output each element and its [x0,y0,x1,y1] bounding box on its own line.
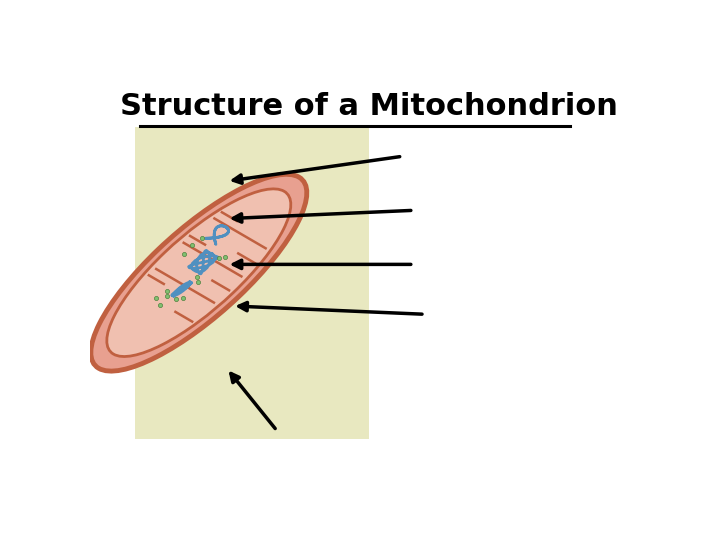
Ellipse shape [107,189,291,356]
Ellipse shape [91,174,307,371]
FancyBboxPatch shape [135,127,369,439]
Text: Structure of a Mitochondrion: Structure of a Mitochondrion [120,92,618,121]
